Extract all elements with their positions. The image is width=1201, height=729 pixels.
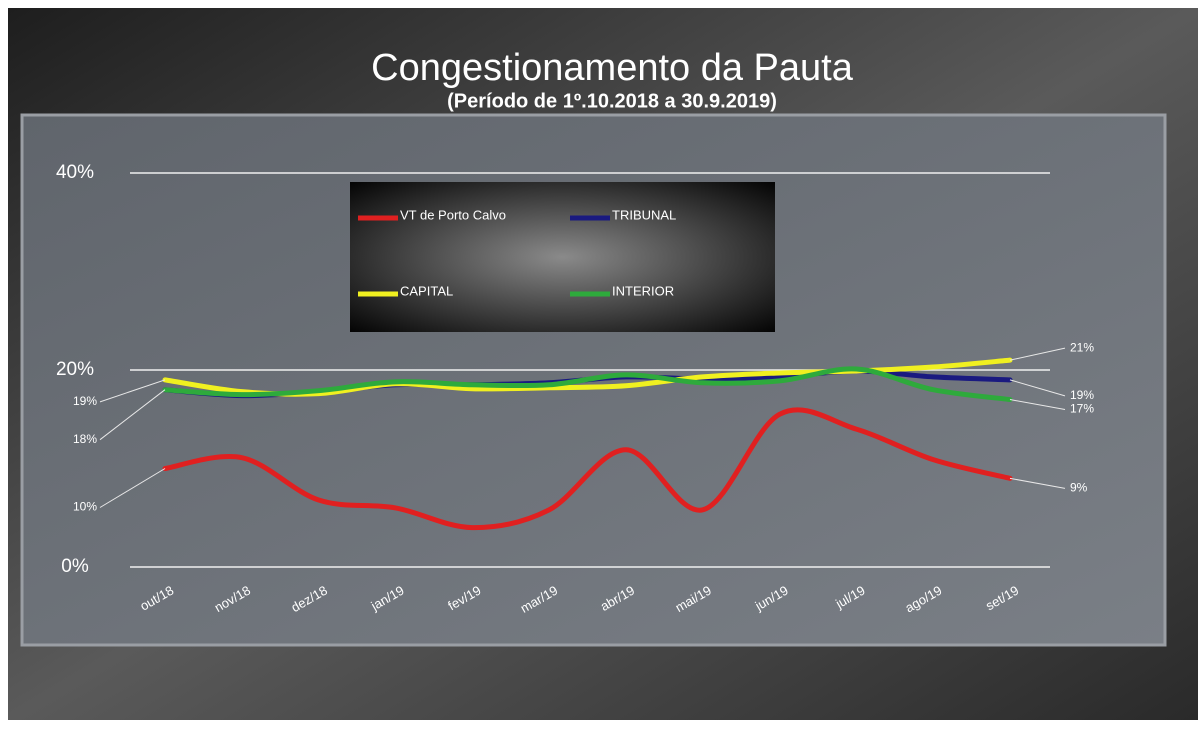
leader-line (99, 468, 166, 508)
legend-label: CAPITAL (400, 283, 453, 298)
chart-title: Congestionamento da Pauta (371, 47, 854, 89)
legend-label: VT de Porto Calvo (400, 207, 506, 222)
y-tick-label: 40% (56, 162, 94, 183)
leader-line (1009, 399, 1066, 411)
leader-line (99, 389, 166, 441)
series-line (162, 407, 1013, 531)
data-label: 19% (73, 394, 97, 408)
leader-line (1009, 477, 1066, 489)
legend-label: INTERIOR (612, 283, 674, 298)
y-tick-label: 0% (61, 556, 89, 577)
leader-line (1009, 347, 1066, 361)
y-tick-label: 20% (56, 359, 94, 380)
legend-box (350, 182, 775, 332)
leader-line (1009, 379, 1066, 397)
data-label: 10% (73, 500, 97, 514)
data-label: 18% (73, 432, 97, 446)
series-line (162, 366, 1013, 403)
legend-label: TRIBUNAL (612, 207, 676, 222)
chart-subtitle: (Período de 1º.10.2018 a 30.9.2019) (447, 90, 777, 112)
data-label: 19% (1070, 388, 1094, 402)
data-label: 21% (1070, 340, 1094, 354)
leader-line (99, 379, 166, 403)
data-label: 17% (1070, 402, 1094, 416)
data-label: 9% (1070, 481, 1088, 495)
